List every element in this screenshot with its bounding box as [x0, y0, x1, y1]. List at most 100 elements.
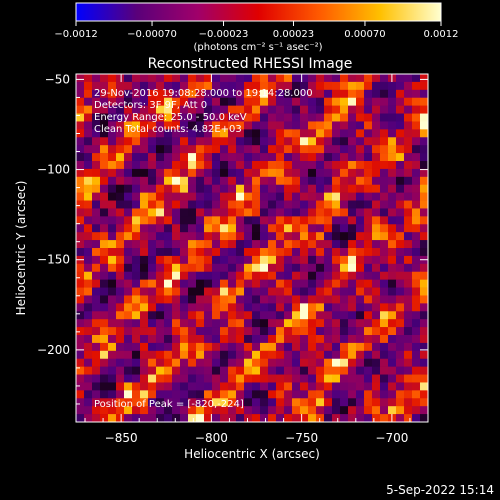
heatmap-cell	[300, 153, 309, 162]
heatmap-cell	[252, 335, 261, 344]
y-tick-label: −50	[45, 72, 70, 86]
heatmap-cell	[420, 390, 429, 399]
heatmap-cell	[404, 105, 413, 114]
heatmap-cell	[100, 335, 109, 344]
heatmap-cell	[148, 113, 157, 122]
heatmap-cell	[156, 224, 165, 233]
heatmap-cell	[164, 382, 173, 391]
heatmap-cell	[92, 74, 101, 83]
heatmap-cell	[420, 224, 429, 233]
heatmap-cell	[188, 153, 197, 162]
heatmap-cell	[180, 200, 189, 209]
heatmap-cell	[228, 358, 237, 367]
heatmap-cell	[140, 176, 149, 186]
heatmap-cell	[140, 374, 149, 383]
heatmap-cell	[396, 295, 405, 304]
heatmap-cell	[172, 121, 181, 130]
heatmap-cell	[220, 303, 229, 312]
heatmap-cell	[124, 311, 133, 320]
heatmap-cell	[140, 271, 149, 280]
heatmap-cell	[268, 255, 277, 265]
heatmap-cell	[404, 406, 413, 415]
heatmap-cell	[164, 414, 173, 423]
heatmap-cell	[220, 350, 229, 360]
heatmap-cell	[204, 390, 213, 399]
heatmap-cell	[116, 81, 125, 91]
heatmap-cell	[380, 342, 389, 352]
heatmap-cell	[188, 240, 197, 249]
heatmap-cell	[332, 382, 341, 391]
heatmap-cell	[76, 129, 85, 138]
heatmap-cell	[172, 153, 181, 162]
heatmap-cell	[372, 398, 381, 407]
heatmap-cell	[372, 240, 381, 249]
heatmap-cell	[404, 89, 413, 99]
heatmap-cell	[380, 89, 389, 99]
heatmap-cell	[356, 271, 365, 280]
heatmap-cell	[412, 303, 421, 312]
heatmap-cell	[172, 374, 181, 383]
heatmap-cell	[84, 263, 93, 273]
heatmap-cell	[268, 319, 277, 328]
heatmap-cell	[156, 145, 165, 154]
heatmap-cell	[292, 74, 301, 83]
heatmap-cell	[132, 263, 141, 273]
heatmap-cell	[364, 303, 373, 312]
heatmap-cell	[180, 295, 189, 304]
heatmap-cell	[388, 113, 397, 122]
heatmap-cell	[108, 208, 117, 217]
heatmap-cell	[244, 335, 253, 344]
heatmap-cell	[84, 200, 93, 209]
heatmap-cell	[220, 97, 229, 106]
heatmap-cell	[380, 97, 389, 106]
heatmap-cell	[76, 192, 85, 201]
heatmap-cell	[276, 74, 285, 83]
heatmap-cell	[420, 176, 429, 186]
heatmap-cell	[212, 390, 221, 399]
heatmap-cell	[380, 390, 389, 399]
heatmap-cell	[332, 287, 341, 296]
heatmap-cell	[124, 145, 133, 154]
heatmap-cell	[252, 414, 261, 423]
heatmap-cell	[308, 366, 317, 375]
heatmap-cell	[284, 224, 293, 233]
heatmap-cell	[180, 129, 189, 138]
heatmap-cell	[116, 184, 125, 193]
heatmap-cell	[220, 319, 229, 328]
heatmap-cell	[212, 350, 221, 360]
heatmap-cell	[332, 366, 341, 375]
heatmap-cell	[396, 161, 405, 170]
heatmap-cell	[332, 176, 341, 186]
heatmap-cell	[420, 303, 429, 312]
heatmap-cell	[284, 74, 293, 83]
heatmap-cell	[220, 224, 229, 233]
heatmap-cell	[172, 224, 181, 233]
heatmap-cell	[340, 74, 349, 83]
heatmap-cell	[164, 105, 173, 114]
heatmap-cell	[380, 113, 389, 122]
heatmap-cell	[204, 192, 213, 201]
heatmap-cell	[420, 327, 429, 336]
heatmap-cell	[180, 303, 189, 312]
heatmap-cell	[364, 398, 373, 407]
heatmap-cell	[180, 279, 189, 288]
heatmap-cell	[140, 232, 149, 241]
heatmap-cell	[276, 121, 285, 130]
heatmap-cell	[404, 121, 413, 130]
heatmap-cell	[276, 216, 285, 225]
heatmap-cell	[180, 358, 189, 367]
heatmap-cell	[92, 366, 101, 375]
heatmap-cell	[340, 200, 349, 209]
heatmap-cell	[348, 295, 357, 304]
heatmap-cell	[196, 350, 205, 360]
heatmap-cell	[156, 319, 165, 328]
heatmap-cell	[164, 311, 173, 320]
heatmap-cell	[292, 374, 301, 383]
heatmap-cell	[124, 398, 133, 407]
heatmap-cell	[276, 200, 285, 209]
heatmap-cell	[268, 145, 277, 154]
heatmap-cell	[388, 287, 397, 296]
heatmap-cell	[188, 129, 197, 138]
heatmap-cell	[332, 208, 341, 217]
heatmap-cell	[204, 89, 213, 99]
